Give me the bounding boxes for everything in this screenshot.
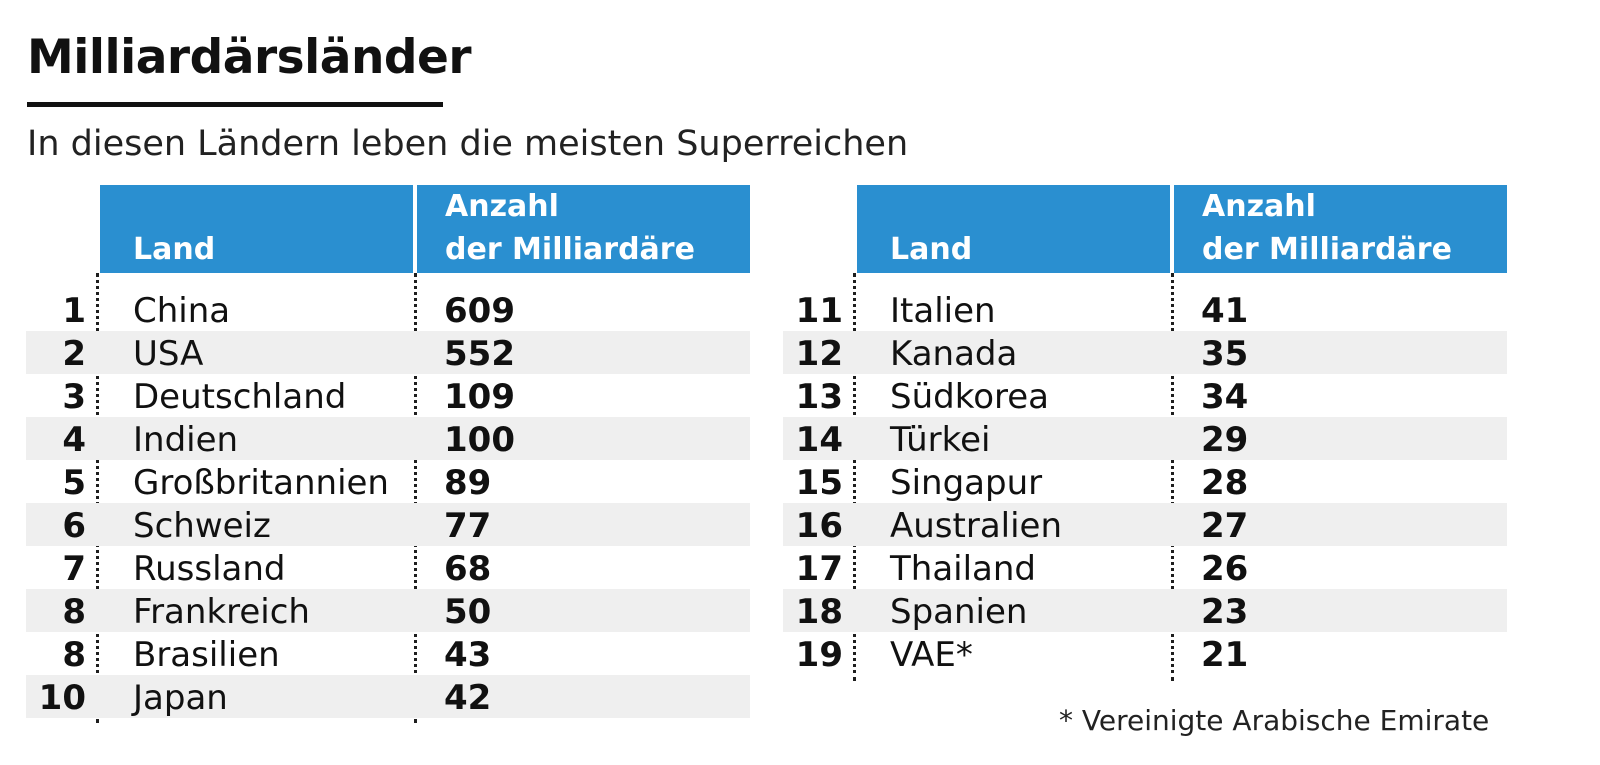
rank-cell: 15: [795, 463, 843, 503]
rank-cell: 16: [795, 506, 843, 546]
header-count-line1-right: Anzahl: [1202, 189, 1316, 224]
country-cell: Schweiz: [133, 506, 271, 546]
rank-cell: 1: [62, 291, 86, 331]
rank-divider-right: [853, 273, 856, 681]
table-left: Land Anzahl der Milliardäre 1 China 609 2 US…: [26, 185, 750, 725]
table-row: 17 Thailand 26: [783, 546, 1507, 589]
table-row: 1 China 609: [26, 288, 750, 331]
count-cell: 552: [444, 334, 515, 374]
rank-cell: 17: [795, 549, 843, 589]
table-row: 13 Südkorea 34: [783, 374, 1507, 417]
count-cell: 23: [1201, 592, 1249, 632]
rank-cell: 8: [62, 635, 86, 675]
count-cell: 34: [1201, 377, 1249, 417]
country-cell: Deutschland: [133, 377, 347, 417]
table-row: 10 Japan 42: [26, 675, 750, 718]
country-cell: VAE*: [890, 635, 973, 675]
count-cell: 609: [444, 291, 515, 331]
count-cell: 26: [1201, 549, 1249, 589]
country-cell: China: [133, 291, 231, 331]
table-row: 12 Kanada 35: [783, 331, 1507, 374]
count-cell: 43: [444, 635, 492, 675]
table-row: 8 Brasilien 43: [26, 632, 750, 675]
count-cell: 100: [444, 420, 515, 460]
count-cell: 68: [444, 549, 492, 589]
header-count-line2-left: der Milliardäre: [445, 232, 695, 267]
header-count-line1-left: Anzahl: [445, 189, 559, 224]
table-row: 18 Spanien 23: [783, 589, 1507, 632]
country-cell: Großbritannien: [133, 463, 389, 503]
rank-cell: 8: [62, 592, 86, 632]
header-count-left: Anzahl der Milliardäre: [417, 185, 750, 273]
chart-title: Milliardärsländer: [27, 30, 472, 85]
count-cell: 27: [1201, 506, 1249, 546]
rank-cell: 6: [62, 506, 86, 546]
country-cell: USA: [133, 334, 204, 374]
country-cell: Kanada: [890, 334, 1018, 374]
rank-cell: 7: [62, 549, 86, 589]
country-cell: Frankreich: [133, 592, 310, 632]
country-cell: Südkorea: [890, 377, 1049, 417]
country-cell: Indien: [133, 420, 239, 460]
rank-cell: 12: [795, 334, 843, 374]
table-row: 4 Indien 100: [26, 417, 750, 460]
chart-subtitle: In diesen Ländern leben die meisten Supe…: [27, 124, 909, 164]
table-row: 5 Großbritannien 89: [26, 460, 750, 503]
country-cell: Italien: [890, 291, 996, 331]
table-row: 15 Singapur 28: [783, 460, 1507, 503]
table-row: 14 Türkei 29: [783, 417, 1507, 460]
country-cell: Türkei: [890, 420, 991, 460]
footnote: * Vereinigte Arabische Emirate: [1059, 704, 1490, 737]
header-count-line2-right: der Milliardäre: [1202, 232, 1452, 267]
rank-cell: 2: [62, 334, 86, 374]
rank-cell: 3: [62, 377, 86, 417]
rank-divider-left: [96, 273, 99, 723]
table-row: 6 Schweiz 77: [26, 503, 750, 546]
table-row: 2 USA 552: [26, 331, 750, 374]
rank-cell: 11: [795, 291, 843, 331]
count-cell: 35: [1201, 334, 1249, 374]
header-count-right: Anzahl der Milliardäre: [1174, 185, 1507, 273]
title-underline: [27, 102, 443, 107]
rank-cell: 13: [795, 377, 843, 417]
table-row: 11 Italien 41: [783, 288, 1507, 331]
country-cell: Japan: [133, 678, 228, 718]
country-cell: Brasilien: [133, 635, 280, 675]
header-land-right: Land: [857, 185, 1170, 273]
table-right: Land Anzahl der Milliardäre 11 Italien 41 1…: [783, 185, 1507, 725]
country-cell: Spanien: [890, 592, 1028, 632]
rank-cell: 19: [795, 635, 843, 675]
header-land-left: Land: [100, 185, 413, 273]
rank-cell: 4: [62, 420, 86, 460]
country-cell: Thailand: [890, 549, 1037, 589]
count-cell: 109: [444, 377, 515, 417]
country-divider-left: [414, 273, 417, 723]
count-cell: 77: [444, 506, 492, 546]
count-cell: 29: [1201, 420, 1249, 460]
count-cell: 89: [444, 463, 492, 503]
rank-cell: 18: [795, 592, 843, 632]
rank-cell: 10: [38, 678, 86, 718]
rank-cell: 14: [795, 420, 843, 460]
count-cell: 42: [444, 678, 492, 718]
country-cell: Australien: [890, 506, 1063, 546]
rank-cell: 5: [62, 463, 86, 503]
country-divider-right: [1171, 273, 1174, 681]
table-row: 16 Australien 27: [783, 503, 1507, 546]
count-cell: 50: [444, 592, 492, 632]
table-row: 3 Deutschland 109: [26, 374, 750, 417]
count-cell: 21: [1201, 635, 1249, 675]
table-row: 7 Russland 68: [26, 546, 750, 589]
table-row: 19 VAE* 21: [783, 632, 1507, 675]
table-row: 8 Frankreich 50: [26, 589, 750, 632]
count-cell: 41: [1201, 291, 1249, 331]
country-cell: Russland: [133, 549, 286, 589]
country-cell: Singapur: [890, 463, 1043, 503]
count-cell: 28: [1201, 463, 1249, 503]
